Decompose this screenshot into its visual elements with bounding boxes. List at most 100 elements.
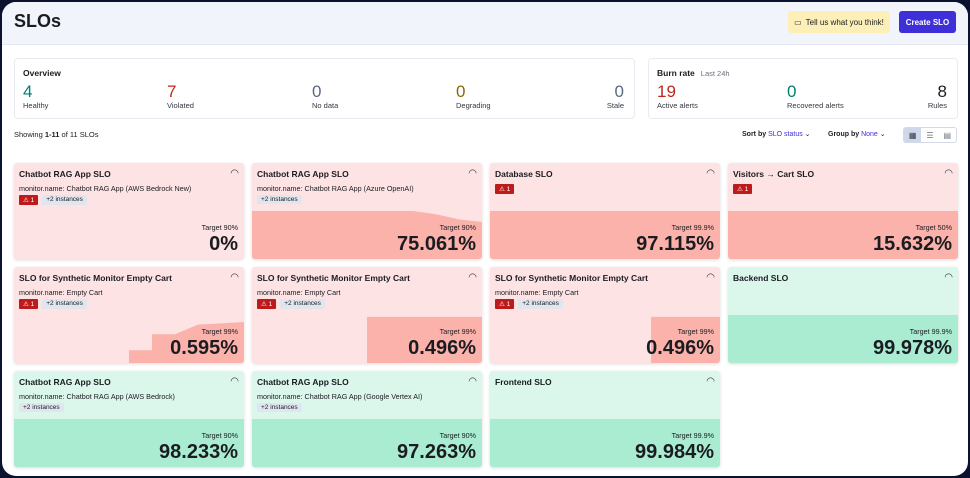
sli-value: 99.984%	[635, 441, 714, 463]
slo-instance: monitor.name: Chatbot RAG App (Google Ve…	[257, 392, 423, 401]
stat-label: Recovered alerts	[787, 101, 844, 110]
slo-card[interactable]: SLO for Synthetic Monitor Empty Cart ◠ m…	[490, 267, 720, 363]
slo-card[interactable]: Chatbot RAG App SLO ◠ monitor.name: Chat…	[252, 163, 482, 259]
sparkline-area	[252, 316, 482, 363]
active-alerts-badge[interactable]: ⚠ 1	[733, 184, 753, 194]
instances-badge[interactable]: +2 instances	[42, 299, 87, 309]
slo-name[interactable]: Database SLO	[495, 169, 553, 179]
chevron-down-icon: ⌄	[804, 131, 811, 138]
page-header: SLOs ▭ Tell us what you think! Create SLO	[2, 2, 968, 45]
slo-card[interactable]: Chatbot RAG App SLO ◠ monitor.name: Chat…	[252, 371, 482, 467]
slo-instance: monitor.name: Empty Cart	[19, 288, 103, 297]
card-view-button[interactable]: ▦	[904, 128, 922, 142]
page-title: SLOs	[14, 11, 62, 31]
sort-by-select[interactable]: Sort by SLO status ⌄	[742, 131, 811, 138]
badges: ⚠ 1 +2 instances	[19, 299, 87, 309]
slo-card[interactable]: Visitors → Cart SLO ◠ ⚠ 1 Target 50% 15.…	[728, 163, 958, 259]
slo-instance: monitor.name: Empty Cart	[257, 288, 341, 297]
slo-name[interactable]: Chatbot RAG App SLO	[257, 169, 349, 179]
overview-stat-no-data[interactable]: 0 No data	[312, 83, 338, 111]
slo-target: Target 99.9%	[909, 327, 952, 336]
instances-badge[interactable]: +2 instances	[19, 403, 64, 412]
overview-stat-violated[interactable]: 7 Violated	[167, 82, 194, 111]
create-slo-button[interactable]: Create SLO	[899, 11, 956, 33]
slo-card[interactable]: Chatbot RAG App SLO ◠ monitor.name: Chat…	[14, 163, 244, 259]
slo-card[interactable]: SLO for Synthetic Monitor Empty Cart ◠ m…	[14, 267, 244, 363]
feedback-button[interactable]: ▭ Tell us what you think!	[788, 11, 890, 33]
badges: +2 instances	[257, 195, 302, 204]
slo-name[interactable]: Visitors → Cart SLO	[733, 169, 815, 179]
active-alerts-badge[interactable]: ⚠ 1	[495, 299, 515, 309]
slo-card[interactable]: Database SLO ◠ ⚠ 1 Target 99.9% 97.115%	[490, 163, 720, 259]
slo-name[interactable]: Backend SLO	[733, 273, 789, 283]
overview-title: Overview	[23, 68, 61, 78]
slo-target: Target 99%	[201, 327, 238, 336]
slo-card[interactable]: Chatbot RAG App SLO ◠ monitor.name: Chat…	[14, 371, 244, 467]
sli-sparkline	[490, 316, 720, 363]
slo-target: Target 90%	[201, 431, 238, 440]
sparkline-area	[728, 315, 958, 363]
group-by-select[interactable]: Group by None ⌄	[828, 131, 886, 138]
list-view-button[interactable]: ☰	[926, 130, 934, 140]
sparkline-area	[14, 322, 244, 363]
chevron-down-icon: ⌄	[879, 131, 886, 138]
slo-instance: monitor.name: Chatbot RAG App (AWS Bedro…	[19, 392, 175, 401]
sparkline-area	[14, 419, 244, 467]
sli-value: 0.496%	[646, 337, 714, 359]
slo-name[interactable]: Chatbot RAG App SLO	[19, 169, 111, 179]
sli-value: 97.263%	[397, 441, 476, 463]
sli-sparkline	[14, 322, 244, 363]
burn-rate-title: Burn rate Last 24h	[657, 68, 730, 78]
active-alerts-badge[interactable]: ⚠ 1	[19, 299, 39, 309]
slo-card[interactable]: Backend SLO ◠ Target 99.9% 99.978%	[728, 267, 958, 363]
overview-stat-stale[interactable]: 0 Stale	[607, 83, 624, 111]
gauge-icon: ◠	[468, 168, 477, 179]
instances-badge[interactable]: +2 instances	[42, 195, 87, 205]
stat-label: Active alerts	[657, 101, 698, 110]
slo-name[interactable]: Frontend SLO	[495, 377, 552, 387]
gauge-icon: ◠	[944, 168, 953, 179]
gauge-icon: ◠	[230, 272, 239, 283]
burn-stat-active-alerts: 19 Active alerts	[657, 83, 698, 111]
slo-name[interactable]: SLO for Synthetic Monitor Empty Cart	[19, 273, 173, 283]
slo-name[interactable]: Chatbot RAG App SLO	[19, 377, 111, 387]
results-count: Showing 1-11 of 11 SLOs	[14, 130, 99, 139]
instances-badge[interactable]: +2 instances	[518, 299, 563, 309]
slo-name[interactable]: SLO for Synthetic Monitor Empty Cart	[495, 273, 649, 283]
stat-value: 0	[456, 82, 466, 101]
stat-label: Degrading	[456, 101, 491, 110]
instances-badge[interactable]: +2 instances	[257, 403, 302, 412]
sli-value: 0.496%	[408, 337, 476, 359]
sli-value: 15.632%	[873, 233, 952, 255]
slo-name[interactable]: Chatbot RAG App SLO	[257, 377, 349, 387]
view-mode-toggle: ▦ ☰ ▤	[903, 127, 957, 143]
active-alerts-badge[interactable]: ⚠ 1	[257, 299, 277, 309]
slo-card[interactable]: Frontend SLO ◠ Target 99.9% 99.984%	[490, 371, 720, 467]
sli-value: 99.978%	[873, 337, 952, 359]
slo-target: Target 90%	[439, 223, 476, 232]
stat-value: 7	[167, 82, 177, 101]
compact-view-button[interactable]: ▤	[943, 130, 952, 140]
instances-badge[interactable]: +2 instances	[280, 299, 325, 309]
sli-value: 75.061%	[397, 233, 476, 255]
gauge-icon: ◠	[706, 272, 715, 283]
overview-stat-healthy[interactable]: 4 Healthy	[23, 83, 48, 111]
slo-target: Target 99%	[677, 327, 714, 336]
gauge-icon: ◠	[706, 168, 715, 179]
slo-target: Target 50%	[915, 223, 952, 232]
slo-instance: monitor.name: Empty Cart	[495, 288, 579, 297]
slo-target: Target 99.9%	[671, 431, 714, 440]
instances-badge[interactable]: +2 instances	[257, 195, 302, 204]
active-alerts-badge[interactable]: ⚠ 1	[19, 195, 39, 205]
slo-target: Target 90%	[201, 223, 238, 232]
overview-stat-degrading[interactable]: 0 Degrading	[456, 82, 491, 111]
badges: +2 instances	[257, 403, 302, 412]
badges: +2 instances	[19, 403, 64, 412]
sli-sparkline	[490, 211, 720, 259]
chat-icon: ▭	[794, 17, 802, 27]
slo-name[interactable]: SLO for Synthetic Monitor Empty Cart	[257, 273, 411, 283]
stat-label: Rules	[927, 101, 947, 110]
slo-card[interactable]: SLO for Synthetic Monitor Empty Cart ◠ m…	[252, 267, 482, 363]
active-alerts-badge[interactable]: ⚠ 1	[495, 184, 515, 194]
